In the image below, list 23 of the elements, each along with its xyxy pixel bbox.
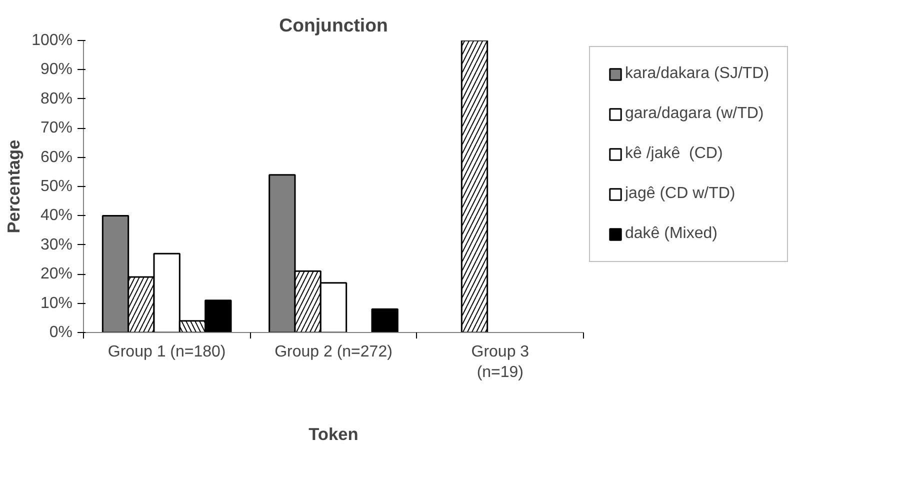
- y-tick-label: 60%: [40, 148, 73, 166]
- y-tick-label: 20%: [40, 266, 73, 283]
- y-axis-title: Percentage: [4, 139, 24, 234]
- legend-label: gara/dagara (w/TD): [625, 105, 764, 123]
- legend-label: dakê (Mixed): [625, 225, 718, 243]
- x-tick-label: Group 3 (n=19): [471, 344, 530, 381]
- y-tick-label: 90%: [40, 61, 73, 78]
- y-tick-label: 30%: [40, 236, 73, 254]
- x-tick-label: Group 1 (n=180): [108, 344, 226, 360]
- y-tick-label: 50%: [40, 178, 73, 195]
- y-tick-label: 100%: [32, 32, 72, 49]
- y-tick-label: 40%: [40, 207, 73, 224]
- legend-label: kara/dakara (SJ/TD): [625, 65, 770, 83]
- x-axis-title: Token: [308, 424, 358, 444]
- chart-title: Conjunction: [279, 14, 388, 36]
- y-tick-label: 80%: [40, 90, 73, 108]
- legend-label: kê /jakê (CD): [625, 145, 723, 163]
- bar: [371, 308, 398, 332]
- x-tick-label: Group 2 (n=272): [274, 344, 392, 360]
- y-tick-label: 70%: [40, 120, 73, 137]
- y-tick-label: 0%: [49, 324, 72, 341]
- legend-label: jagê (CD w/TD): [625, 185, 736, 203]
- y-tick-label: 10%: [40, 294, 73, 312]
